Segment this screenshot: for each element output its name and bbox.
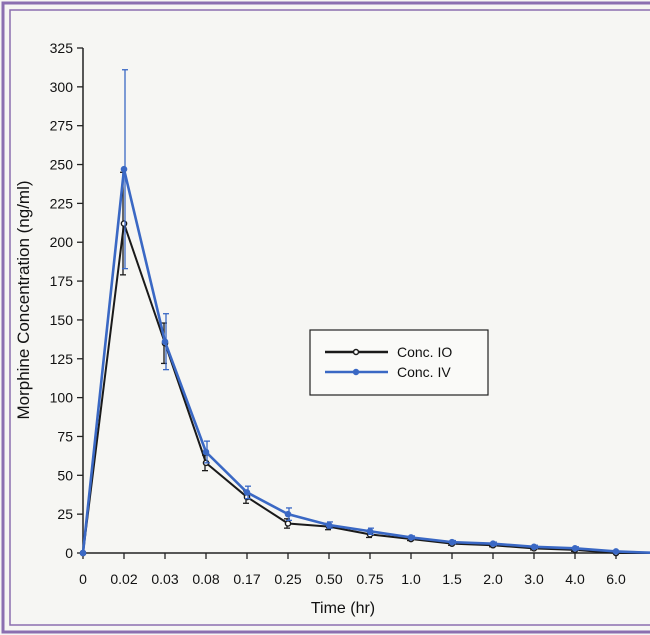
data-point-iv bbox=[243, 489, 251, 496]
legend-label-io: Conc. IO bbox=[397, 344, 452, 360]
y-axis-title: Morphine Concentration (ng/ml) bbox=[14, 180, 33, 419]
x-tick-label: 3.0 bbox=[524, 571, 544, 587]
data-point-iv bbox=[120, 165, 128, 173]
x-tick-label: 1.0 bbox=[401, 571, 421, 587]
y-tick-label: 200 bbox=[50, 234, 74, 250]
data-point-iv bbox=[407, 534, 415, 541]
data-point-iv bbox=[79, 549, 87, 557]
data-point-iv bbox=[284, 510, 292, 518]
data-point-iv bbox=[202, 448, 210, 456]
data-point-io bbox=[120, 220, 128, 227]
y-tick-label: 175 bbox=[50, 273, 74, 289]
data-point-iv bbox=[161, 338, 169, 345]
x-tick-label: 6.0 bbox=[606, 571, 626, 587]
data-point-io bbox=[284, 520, 292, 527]
x-tick-label: 0.50 bbox=[315, 571, 342, 587]
x-tick-label: 0.25 bbox=[274, 571, 301, 587]
data-point-iv bbox=[325, 521, 333, 529]
data-point-iv bbox=[571, 545, 579, 552]
legend-marker-iv bbox=[352, 368, 360, 376]
y-tick-label: 25 bbox=[57, 506, 73, 522]
y-ticks: 0 25 50 75 100 125 150 175 200 225 250 275 300 325 bbox=[50, 40, 83, 561]
y-tick-label: 75 bbox=[57, 428, 73, 444]
x-ticks: 0 0.02 0.03 0.08 0.17 0.25 0.50 0.75 1.0 1.5 2.0 3.… bbox=[79, 553, 626, 587]
y-tick-label: 150 bbox=[50, 312, 74, 328]
x-axis-title: Time (hr) bbox=[311, 600, 375, 617]
data-point-iv bbox=[612, 548, 620, 555]
y-tick-label: 275 bbox=[50, 118, 74, 134]
inner-border bbox=[9, 9, 650, 626]
x-tick-label: 4.0 bbox=[565, 571, 585, 587]
x-tick-label: 0.75 bbox=[356, 571, 383, 587]
y-tick-label: 125 bbox=[50, 351, 74, 367]
legend-marker-io bbox=[352, 348, 360, 356]
legend-box bbox=[309, 329, 489, 396]
data-point-iv bbox=[448, 538, 456, 546]
y-tick-label: 250 bbox=[50, 157, 74, 173]
x-tick-label: 1.5 bbox=[442, 571, 462, 587]
legend-label-iv: Conc. IV bbox=[397, 364, 451, 380]
y-tick-label: 225 bbox=[50, 195, 74, 211]
x-tick-label: 0.17 bbox=[233, 571, 260, 587]
y-tick-label: 100 bbox=[50, 390, 74, 406]
y-tick-label: 300 bbox=[50, 79, 74, 95]
x-tick-label: 0.02 bbox=[110, 571, 137, 587]
series-layer bbox=[79, 69, 650, 557]
x-tick-label: 0 bbox=[79, 571, 87, 587]
x-tick-label: 0.03 bbox=[151, 571, 178, 587]
data-point-iv bbox=[366, 527, 374, 535]
y-tick-label: 50 bbox=[57, 467, 73, 483]
data-point-iv bbox=[530, 543, 538, 551]
y-tick-label: 0 bbox=[65, 545, 73, 561]
legend: Conc. IO Conc. IV bbox=[309, 329, 489, 396]
x-tick-label: 0.08 bbox=[192, 571, 219, 587]
x-tick-label: 2.0 bbox=[483, 571, 503, 587]
y-tick-label: 325 bbox=[50, 40, 74, 56]
data-point-iv bbox=[489, 540, 497, 547]
